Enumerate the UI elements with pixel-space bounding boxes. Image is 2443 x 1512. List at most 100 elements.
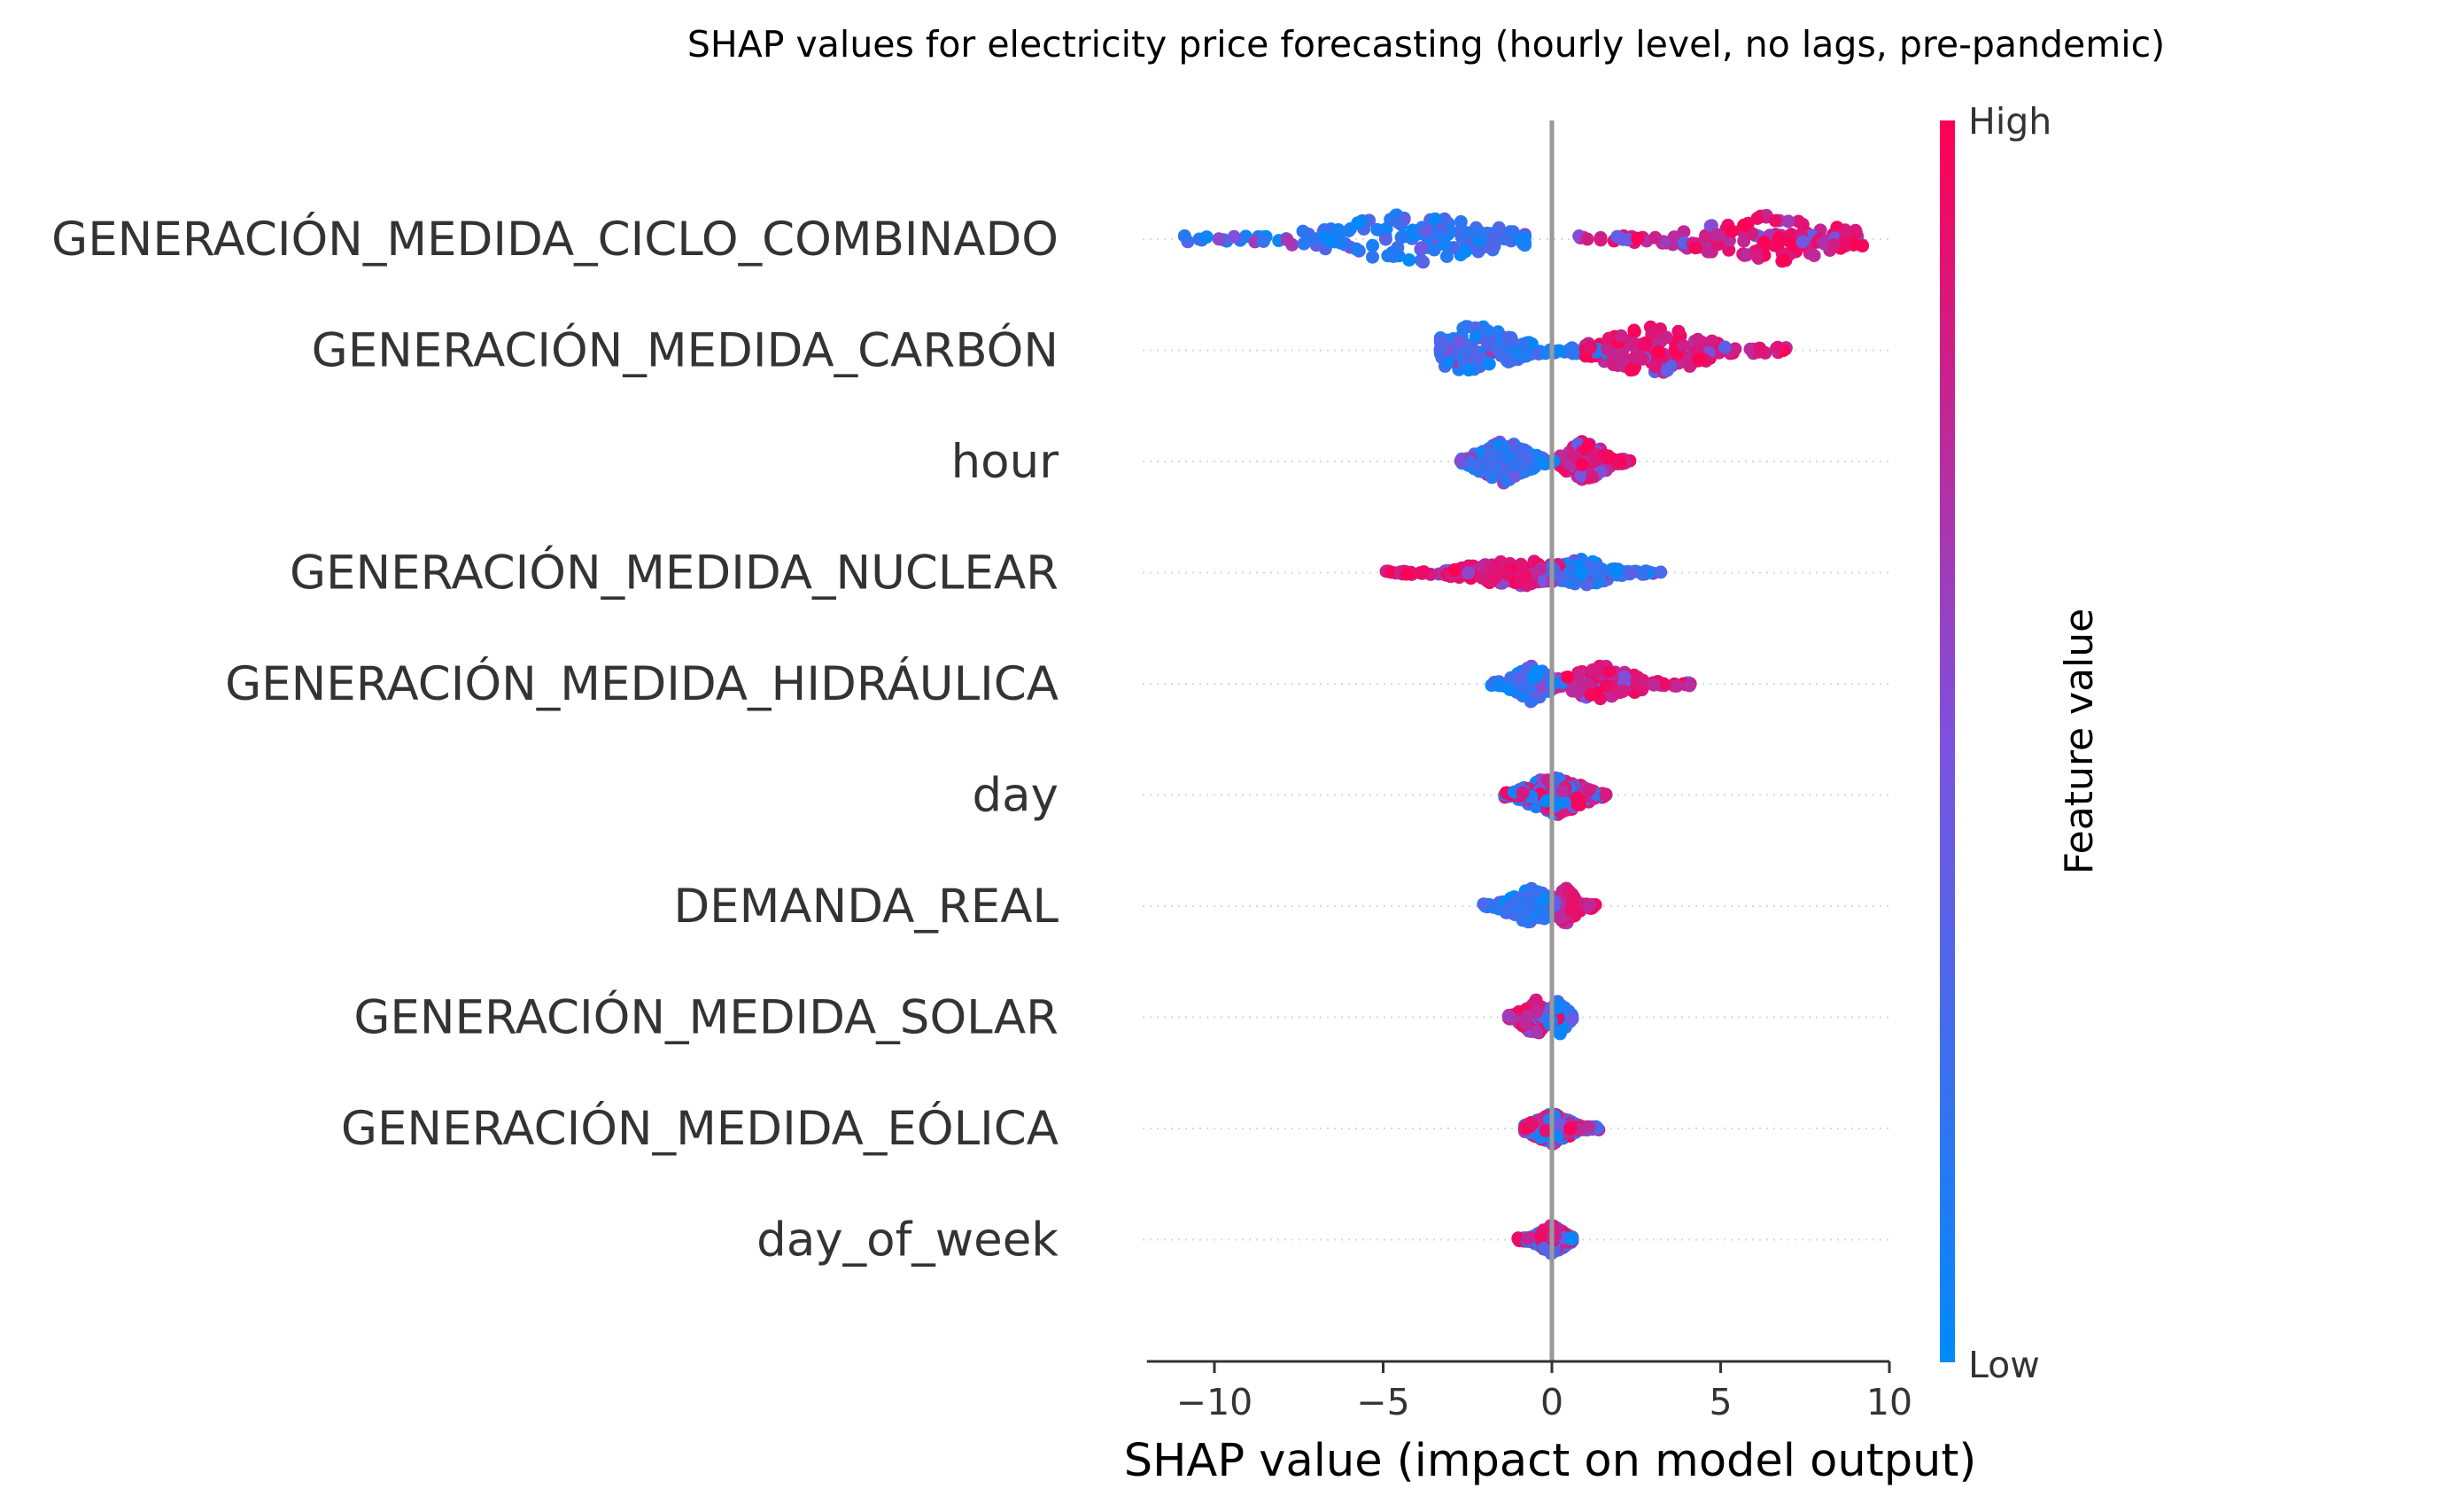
shap-point: [1651, 345, 1665, 359]
shap-point: [1501, 1009, 1516, 1023]
shap-point: [1464, 455, 1478, 469]
shap-point: [1462, 566, 1476, 580]
shap-point: [1497, 232, 1511, 246]
x-axis: −10 −5 0 5 10: [1146, 1360, 1912, 1423]
shap-point: [1539, 346, 1553, 361]
shap-point: [1536, 894, 1550, 908]
shap-point: [1586, 470, 1600, 484]
shap-point: [1381, 249, 1395, 263]
colorbar-low-label: Low: [1968, 1344, 2040, 1386]
shap-point: [1492, 344, 1506, 358]
shap-point: [1416, 255, 1431, 269]
shap-point: [1378, 232, 1392, 246]
shap-point: [1256, 235, 1270, 248]
shap-point: [1699, 230, 1713, 244]
shap-point: [1631, 231, 1645, 245]
shap-point: [1838, 224, 1852, 238]
shap-point: [1510, 458, 1524, 472]
shap-point: [1745, 227, 1759, 241]
feature-label: GENERACIÓN_MEDIDA_EÓLICA: [341, 1100, 1059, 1156]
shap-point: [1750, 212, 1764, 225]
shap-point: [1498, 440, 1512, 454]
shap-points: [1177, 208, 1869, 1260]
feature-label: GENERACIÓN_MEDIDA_SOLAR: [353, 989, 1059, 1045]
shap-point: [1394, 230, 1408, 244]
shap-point: [1594, 233, 1608, 247]
shap-point: [1826, 238, 1841, 252]
shap-point: [1671, 324, 1686, 338]
shap-point: [1564, 1232, 1578, 1246]
shap-point: [1536, 679, 1550, 694]
shap-point: [1670, 678, 1684, 693]
shap-point: [1610, 563, 1625, 578]
shap-point: [1481, 324, 1495, 338]
shap-point: [1481, 337, 1494, 351]
colorbar-gradient: [1940, 120, 1955, 1362]
shap-point: [1676, 338, 1690, 353]
shap-point: [1575, 458, 1589, 472]
shap-point: [1648, 230, 1663, 244]
shap-point: [1520, 1009, 1534, 1023]
shap-point: [1791, 214, 1805, 229]
shap-point: [1581, 438, 1595, 452]
feature-label: GENERACIÓN_MEDIDA_NUCLEAR: [290, 545, 1059, 601]
shap-point: [1635, 352, 1649, 366]
shap-point: [1518, 570, 1532, 584]
shap-point: [1654, 565, 1668, 579]
shap-point: [1519, 349, 1533, 363]
shap-point: [1627, 323, 1641, 337]
shap-point: [1583, 783, 1597, 797]
shap-point: [1491, 678, 1505, 692]
shap-point: [1565, 893, 1579, 906]
shap-point: [1620, 233, 1634, 247]
shap-point: [1600, 678, 1614, 693]
shap-point: [1648, 360, 1663, 374]
shap-point: [1488, 570, 1502, 585]
shap-point: [1660, 363, 1674, 377]
shap-point: [1795, 235, 1810, 249]
x-tick-label: −5: [1356, 1381, 1409, 1423]
shap-point: [1512, 671, 1526, 685]
shap-point: [1781, 214, 1795, 229]
shap-point: [1516, 896, 1530, 910]
shap-point: [1505, 333, 1519, 347]
shap-point: [1416, 565, 1431, 579]
shap-point: [1574, 469, 1588, 483]
shap-point: [1524, 1116, 1539, 1130]
shap-point: [1750, 248, 1764, 262]
shap-point: [1539, 1123, 1553, 1137]
shap-point: [1772, 231, 1786, 245]
shap-point: [1366, 250, 1379, 264]
shap-point: [1508, 469, 1522, 483]
shap-point: [1740, 248, 1754, 262]
shap-point: [1428, 212, 1442, 226]
shap-point: [1391, 215, 1405, 229]
shap-point: [1177, 229, 1191, 243]
shap-point: [1227, 229, 1241, 244]
shap-point: [1647, 678, 1661, 692]
shap-point: [1582, 1120, 1596, 1134]
shap-point: [1482, 446, 1496, 461]
shap-point: [1533, 454, 1547, 468]
shap-point: [1771, 340, 1785, 354]
shap-point: [1534, 1228, 1548, 1242]
colorbar-title: Feature value: [2057, 609, 2102, 874]
feature-label: GENERACIÓN_MEDIDA_HIDRÁULICA: [225, 655, 1059, 711]
shap-point: [1199, 230, 1214, 244]
shap-point: [1710, 228, 1725, 242]
feature-label: day: [973, 769, 1059, 823]
shap-point: [1534, 562, 1547, 576]
shap-point: [1677, 225, 1691, 239]
shap-point: [1484, 241, 1498, 255]
shap-point: [1516, 337, 1530, 352]
shap-point: [1786, 238, 1800, 252]
shap-point: [1570, 791, 1584, 805]
shap-point: [1659, 330, 1673, 345]
shap-point: [1635, 566, 1649, 580]
shap-point: [1728, 342, 1742, 356]
shap-point: [1487, 229, 1501, 243]
shap-point: [1807, 249, 1821, 262]
shap-point: [1318, 229, 1332, 243]
shap-point: [1701, 244, 1715, 259]
